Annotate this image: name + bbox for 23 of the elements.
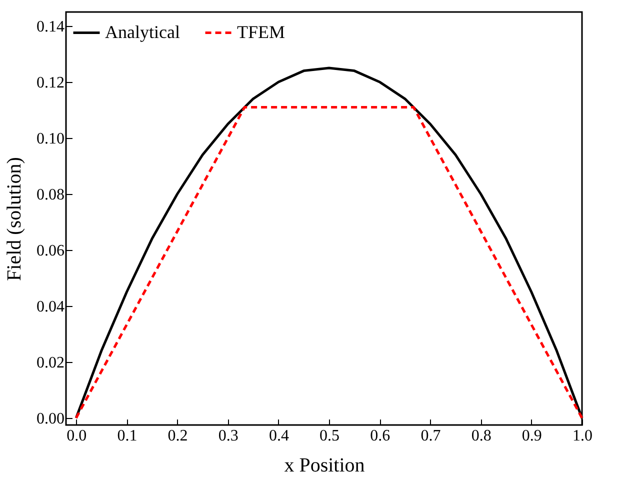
x-tick-label: 0.3	[218, 428, 238, 444]
y-tick-label: 0.14	[36, 18, 64, 36]
legend-label: TFEM	[237, 22, 286, 42]
x-tick-label: 0.4	[268, 428, 289, 444]
x-tick-label: 0.0	[66, 428, 87, 444]
x-tick-label: 0.5	[320, 428, 340, 444]
x-tick-label: 0.8	[471, 428, 492, 444]
y-tick-label: 0.04	[36, 298, 64, 316]
y-tick-label: 0.12	[36, 74, 64, 92]
x-tick-label: 0.9	[522, 428, 542, 444]
x-axis-title: x Position	[284, 454, 365, 476]
x-tick-label: 0.7	[420, 428, 441, 444]
x-tick-label: 1.0	[572, 428, 592, 444]
y-tick-label: 0.00	[36, 410, 64, 428]
y-tick-label: 0.02	[36, 354, 64, 372]
y-tick-label: 0.08	[36, 186, 64, 204]
y-axis-title: Field (solution)	[4, 157, 26, 281]
y-tick-label: 0.10	[36, 130, 64, 148]
legend-label: Analytical	[105, 22, 180, 42]
x-tick-label: 0.1	[117, 428, 138, 444]
x-tick-label: 0.2	[168, 428, 188, 444]
y-tick-label: 0.06	[36, 242, 64, 260]
x-tick-label: 0.6	[370, 428, 390, 444]
